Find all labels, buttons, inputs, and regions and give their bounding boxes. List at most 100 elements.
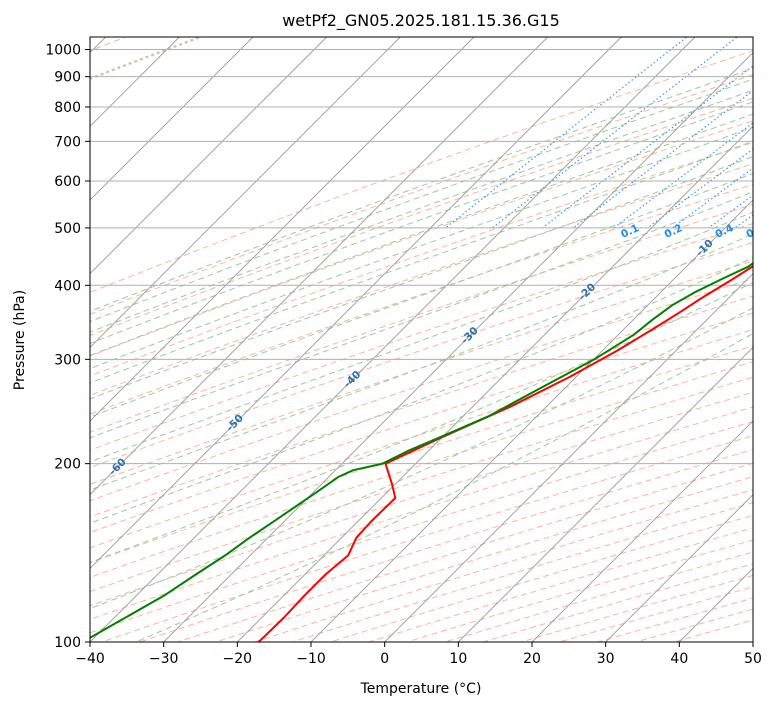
x-tick-label: −40 <box>75 651 105 667</box>
dry-adiabat <box>481 563 753 642</box>
chart-title: wetPf2_GN05.2025.181.15.36.G15 <box>282 11 560 31</box>
y-tick-label: 900 <box>54 70 81 86</box>
y-tick-label: 400 <box>54 278 81 294</box>
dry-adiabat <box>90 241 753 469</box>
y-axis-label: Pressure (hPa) <box>12 290 28 390</box>
mixing-ratio-line <box>672 167 753 229</box>
mixing-ratio-label: 0.1 <box>619 222 641 241</box>
grid-layer <box>90 37 753 642</box>
mixing-ratio-label: 0.4 <box>713 222 735 241</box>
x-tick-label: 20 <box>523 651 541 667</box>
dry-adiabat <box>90 97 753 337</box>
dry-adiabat <box>672 619 753 642</box>
dry-adiabat <box>90 203 753 433</box>
dry-adiabat <box>90 361 753 578</box>
isotherm <box>90 37 401 348</box>
x-tick-label: 10 <box>449 651 467 667</box>
isotherm <box>605 494 753 642</box>
moist-adiabat <box>90 140 753 384</box>
dry-adiabat <box>90 260 753 485</box>
y-tick-label: 600 <box>54 174 81 190</box>
dry-adiabat <box>90 223 753 451</box>
dry-adiabat <box>90 183 753 415</box>
y-tick-label: 100 <box>54 635 81 651</box>
y-tick-label: 200 <box>54 457 81 473</box>
moist-adiabat <box>90 78 753 323</box>
mixing-ratio-label: 0.2 <box>663 222 685 241</box>
isotherm <box>752 641 753 642</box>
mixing-ratio-line <box>572 89 753 229</box>
dry-adiabat <box>90 376 753 593</box>
dry-adiabat <box>90 295 753 518</box>
dry-adiabat <box>90 142 753 377</box>
y-tick-label: 700 <box>54 134 81 150</box>
isotherm <box>163 52 753 642</box>
x-tick-label: 30 <box>597 651 615 667</box>
moist-adiabat <box>90 113 753 357</box>
mixing-ratio-line <box>734 214 753 229</box>
outer-arc <box>90 37 204 80</box>
moist-adiabat <box>90 101 753 344</box>
isotherm <box>90 37 696 642</box>
dry-adiabat <box>366 527 753 642</box>
moist-adiabat <box>90 281 753 564</box>
moist-adiabat <box>90 156 753 400</box>
dry-adiabat <box>90 278 753 502</box>
moist-adiabat <box>90 233 753 491</box>
x-tick-label: 0 <box>380 651 389 667</box>
x-axis-label: Temperature (°C) <box>360 681 482 697</box>
series-layer <box>90 261 753 642</box>
dry-adiabat <box>90 50 753 293</box>
dry-adiabat <box>90 120 753 357</box>
isotherm <box>458 346 753 642</box>
isotherm <box>679 567 753 642</box>
x-tick-label: −10 <box>296 651 326 667</box>
isotherm <box>531 420 753 642</box>
dry-adiabat <box>90 345 753 564</box>
dry-adiabat <box>99 435 753 642</box>
dry-adiabat <box>138 449 753 642</box>
isotherm <box>90 37 475 422</box>
isotherm <box>237 125 753 642</box>
dry-adiabat <box>90 74 753 315</box>
dry-adiabat <box>90 312 753 534</box>
temperature-line <box>258 265 753 642</box>
moist-adiabat <box>90 307 753 610</box>
dry-adiabat <box>90 391 753 607</box>
annotation-layer: -100-90-80-70-60-50-40-30-20-10010203040… <box>0 222 766 522</box>
x-tick-label: −30 <box>149 651 179 667</box>
dry-adiabat <box>633 608 753 642</box>
moist-adiabat <box>90 67 753 312</box>
mixing-ratio-label: 0.6 <box>744 222 766 241</box>
moist-adiabat <box>90 191 753 439</box>
isotherm <box>90 37 254 201</box>
x-tick-label: −20 <box>223 651 253 667</box>
mixing-ratio-line <box>708 194 753 229</box>
dewpoint-line <box>90 261 753 639</box>
plot-frame <box>89 36 754 643</box>
isotherm <box>90 37 622 569</box>
outer-arc <box>0 25 6 669</box>
moist-adiabat <box>90 89 753 333</box>
dry-adiabat <box>290 502 753 642</box>
reference-lines-layer <box>0 25 753 669</box>
dry-adiabat <box>405 539 753 642</box>
x-tick-label: 40 <box>670 651 688 667</box>
dry-adiabat <box>90 329 753 549</box>
isotherm <box>310 199 753 642</box>
moist-adiabat <box>90 126 753 370</box>
moist-adiabat <box>90 172 753 418</box>
moist-adiabat <box>135 333 753 642</box>
moist-adiabat <box>90 211 753 463</box>
axes-layer: −40 −30 −20 −10 0 10 20 30 40 50 1000 900 800 700 600 5… <box>45 43 762 667</box>
dry-adiabat <box>90 406 753 620</box>
isotherm <box>90 37 327 275</box>
y-tick-label: 300 <box>54 352 81 368</box>
y-tick-label: 1000 <box>45 43 81 59</box>
isotherm <box>90 37 548 496</box>
y-tick-label: 800 <box>54 100 81 116</box>
dry-adiabat <box>90 420 753 634</box>
y-tick-label: 500 <box>54 221 81 237</box>
isotherm-label: -70 <box>0 500 11 522</box>
